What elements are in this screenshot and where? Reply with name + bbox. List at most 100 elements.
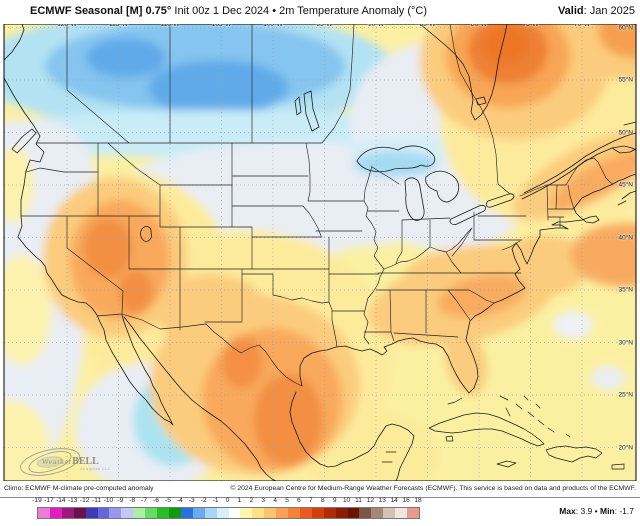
logo-brand: WeatherBELL (42, 456, 99, 467)
colorbar-cell (192, 508, 205, 518)
lat-label: 45°N (618, 181, 633, 189)
colorbar-tick: 1 (237, 497, 242, 504)
islands-path (381, 395, 625, 470)
graticule-grid (4, 24, 636, 481)
colorbar-cell (395, 508, 408, 518)
colorbar-cell (85, 508, 98, 518)
colorbar-cell (180, 508, 193, 518)
logo-brand-weather: Weather (42, 458, 73, 466)
lon-label: 120°W (57, 21, 77, 28)
colorbar-tick: -5 (165, 497, 171, 504)
colorbar-tick: -1 (212, 497, 219, 504)
colorbar-cell (168, 508, 181, 518)
colorbar-cell (347, 508, 360, 518)
lon-label: 80°W (471, 21, 487, 28)
colorbar (37, 507, 420, 519)
stats-separator: • (594, 506, 600, 516)
colorbar-tick: -13 (68, 497, 78, 504)
canada-borders-path (35, 24, 614, 197)
colorbar-tick: -11 (92, 497, 101, 504)
map-title-params: Init 00z 1 Dec 2024 • 2m Temperature Ano… (171, 5, 427, 17)
lat-label: 20°N (618, 444, 633, 451)
logo-swirl-icon (20, 448, 80, 476)
colorbar-cell (407, 508, 419, 518)
colorbar-tick: 14 (390, 497, 398, 504)
colorbar-cell (145, 508, 158, 518)
colorbar-tick: 0 (225, 497, 230, 504)
min-label: Min (599, 506, 615, 516)
colorbar-cell (38, 508, 50, 518)
colorbar-tick: 10 (342, 497, 351, 504)
lat-label: 25°N (618, 391, 633, 399)
lon-label: 105°W (211, 21, 232, 28)
colorbar-tick: 7 (309, 497, 313, 504)
colorbar-cell (133, 508, 146, 518)
colorbar-tick-labels: -19 -17 -14 -13 -12 -11 -10 -9 -8 -7 -6 -5 -4 -3 -2 -1 0… (32, 497, 422, 506)
colorbar-tick: -3 (188, 497, 195, 504)
valid-value: : Jan 2025 (583, 5, 635, 17)
colorbar-tick: 12 (366, 497, 374, 504)
colorbar-tick: 8 (320, 497, 325, 504)
colorbar-tick: -4 (176, 497, 183, 504)
state-borders-path (20, 142, 575, 348)
copyright-note: © 2024 European Centre for Medium-Range … (230, 485, 636, 492)
lon-label: 110°W (160, 21, 180, 28)
colorbar-cell (264, 508, 277, 518)
colorbar-tick: -14 (56, 497, 66, 504)
colorbar-tick: -2 (200, 497, 207, 504)
colorbar-tick: -10 (103, 497, 114, 504)
colorbar-cell (311, 508, 324, 518)
logo-brand-bell: BELL (72, 456, 99, 467)
colorbar-cell (288, 508, 300, 518)
colorbar-cell (157, 508, 169, 518)
colorbar-tick: -6 (153, 497, 159, 504)
colorbar-cell (49, 508, 62, 518)
lon-label: 70°W (574, 21, 590, 28)
lon-label: 100°W (263, 21, 283, 28)
colorbar-cell (228, 508, 241, 518)
colorbar-cell (121, 508, 134, 518)
lon-label: 75°W (522, 21, 539, 28)
colorbar-tick: 18 (414, 497, 422, 504)
colorbar-cell (323, 508, 336, 518)
lat-label: 35°N (618, 286, 633, 294)
colorbar-tick: 5 (285, 497, 289, 504)
colorbar-cell (204, 508, 217, 518)
colorbar-tick: 13 (378, 497, 386, 504)
colorbar-cell (73, 508, 86, 518)
colorbar-cell (97, 508, 110, 518)
colorbar-tick: 6 (297, 497, 301, 504)
us-mexico-border-path (96, 313, 303, 387)
valid-label: Valid (557, 5, 584, 17)
lat-label: 30°N (618, 339, 633, 346)
colorbar-cell (371, 508, 384, 518)
colorbar-tick: -19 (32, 497, 42, 504)
anomaly-field (4, 24, 636, 481)
lon-label: 95°W (316, 21, 333, 28)
colorbar-tick: 2 (249, 497, 254, 504)
valid-time: Valid: Jan 2025 (558, 5, 635, 17)
lon-label: 90°W (368, 21, 384, 28)
colorbar-cell (216, 508, 229, 518)
colorbar-tick: 9 (332, 497, 337, 504)
map-title: ECMWF Seasonal [M] 0.75° Init 00z 1 Dec … (30, 5, 427, 17)
colorbar-tick: 4 (273, 497, 277, 504)
colorbar-cell (359, 508, 372, 518)
colorbar-tick: -9 (117, 497, 124, 504)
colorbar-tick: 3 (261, 497, 266, 504)
colorbar-tick: -17 (44, 497, 54, 504)
lat-label: 60°N (618, 24, 633, 31)
max-min-readout: Max: 3.9 • Min: -1.7 (559, 506, 634, 516)
max-label: Max (559, 506, 576, 516)
colorbar-tick: -12 (79, 497, 90, 504)
coastline-path (4, 24, 636, 481)
climo-note: Climo: ECMWF M-climate pre-computed anom… (4, 485, 154, 492)
header-bar: ECMWF Seasonal [M] 0.75° Init 00z 1 Dec … (0, 0, 640, 24)
colorbar-cell (299, 508, 312, 518)
weatherbell-logo: WeatherBELL Analytics LLC (16, 444, 126, 480)
lat-label: 40°N (618, 234, 633, 241)
borders-layer (20, 24, 614, 387)
colorbar-tick: 11 (355, 497, 362, 504)
lat-label: 55°N (618, 76, 633, 84)
